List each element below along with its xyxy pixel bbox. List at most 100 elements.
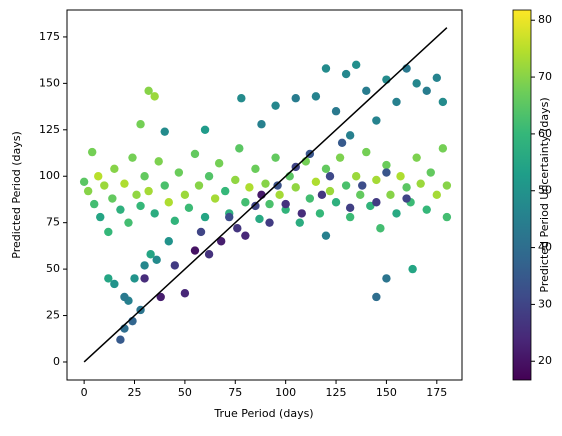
scatter-point — [321, 164, 331, 174]
scatter-point — [345, 131, 355, 140]
scatter-point — [432, 190, 442, 200]
scatter-point — [356, 190, 365, 200]
scatter-point — [392, 97, 401, 107]
scatter-point — [291, 94, 300, 103]
plot-frame — [66, 9, 463, 381]
scatter-point — [325, 172, 335, 181]
x-axis-label: True Period (days) — [213, 407, 313, 420]
scatter-point — [156, 292, 165, 302]
scatter-point — [214, 159, 224, 168]
scatter-point — [295, 218, 304, 227]
colorbar-tick-label: 50 — [538, 184, 552, 197]
scatter-point — [150, 209, 159, 218]
scatter-point — [124, 218, 133, 227]
scatter-point — [83, 186, 93, 196]
scatter-point — [154, 157, 163, 166]
x-tick-label: 175 — [426, 386, 447, 399]
colorbar-tick-label: 40 — [538, 241, 552, 254]
scatter-point — [96, 212, 105, 222]
scatter-point — [128, 153, 137, 162]
scatter-point — [140, 274, 149, 283]
scatter-point — [362, 147, 371, 157]
scatter-point — [200, 125, 210, 135]
scatter-point — [345, 203, 355, 213]
scatter-point — [100, 181, 109, 190]
scatter-point — [184, 203, 194, 213]
colorbar-tick-label: 80 — [538, 13, 552, 26]
y-tick-label: 175 — [39, 30, 60, 43]
scatter-point — [265, 199, 274, 209]
scatter-point — [386, 190, 395, 200]
scatter-point — [90, 199, 99, 209]
colorbar-tick-label: 30 — [538, 297, 552, 310]
colorbar-label: Predicted Period Uncertainty (days) — [538, 97, 551, 292]
x-tick-label: 100 — [275, 386, 296, 399]
scatter-point — [140, 172, 149, 181]
scatter-point — [216, 237, 226, 246]
scatter-point — [200, 212, 210, 222]
scatter-point — [196, 227, 206, 237]
scatter-point — [110, 279, 119, 289]
scatter-point — [164, 237, 173, 246]
scatter-point — [402, 194, 411, 203]
scatter-point — [382, 274, 391, 283]
scatter-point — [152, 255, 161, 265]
scatter-point — [358, 181, 367, 190]
scatter-point — [235, 144, 244, 153]
y-tick-label: 75 — [46, 216, 60, 229]
scatter-point — [311, 177, 321, 187]
reference-line — [83, 27, 448, 363]
scatter-point — [341, 181, 351, 190]
scatter-point — [136, 201, 145, 211]
scatter-point — [422, 205, 431, 214]
scatter-point — [337, 138, 347, 148]
y-tick-label: 25 — [46, 309, 60, 322]
scatter-point — [231, 175, 240, 185]
x-tick-label: 150 — [376, 386, 397, 399]
scatter-point — [382, 160, 391, 170]
scatter-point — [116, 205, 125, 214]
scatter-point — [204, 250, 214, 259]
scatter-point — [442, 181, 452, 190]
scatter-point — [376, 224, 385, 233]
scatter-point — [261, 179, 270, 188]
scatter-point — [110, 164, 119, 174]
scatter-point — [164, 198, 173, 207]
scatter-point — [136, 120, 145, 129]
scatter-point — [180, 289, 190, 298]
scatter-point — [321, 64, 331, 73]
scatter-point — [87, 147, 97, 157]
scatter-point — [382, 168, 391, 177]
scatter-point — [291, 183, 300, 192]
scatter-point — [422, 86, 431, 95]
scatter-point — [241, 231, 250, 240]
scatter-point — [426, 168, 435, 177]
scatter-point — [132, 190, 141, 200]
scatter-point — [271, 101, 280, 110]
scatter-point — [271, 153, 280, 162]
scatter-point — [331, 198, 341, 207]
scatter-point — [160, 127, 169, 136]
scatter-point — [305, 194, 315, 203]
y-tick-label: 100 — [39, 169, 60, 182]
scatter-point — [392, 209, 401, 218]
scatter-point — [265, 218, 274, 227]
colorbar-tick-label: 20 — [538, 354, 552, 367]
scatter-point — [116, 335, 125, 344]
scatter-point — [150, 92, 159, 101]
y-tick-label: 50 — [46, 262, 60, 275]
scatter-point — [408, 264, 417, 274]
scatter-point — [297, 209, 306, 218]
scatter-point — [190, 246, 200, 255]
scatter-point — [108, 194, 117, 203]
scatter-point — [402, 183, 411, 192]
y-tick-label: 150 — [39, 76, 60, 89]
scatter-point — [221, 186, 230, 196]
scatter-point — [317, 190, 327, 200]
scatter-point — [366, 201, 375, 211]
scatter-point — [233, 224, 242, 233]
scatter-point — [321, 231, 331, 240]
scatter-point — [144, 186, 153, 196]
scatter-point — [442, 212, 452, 222]
